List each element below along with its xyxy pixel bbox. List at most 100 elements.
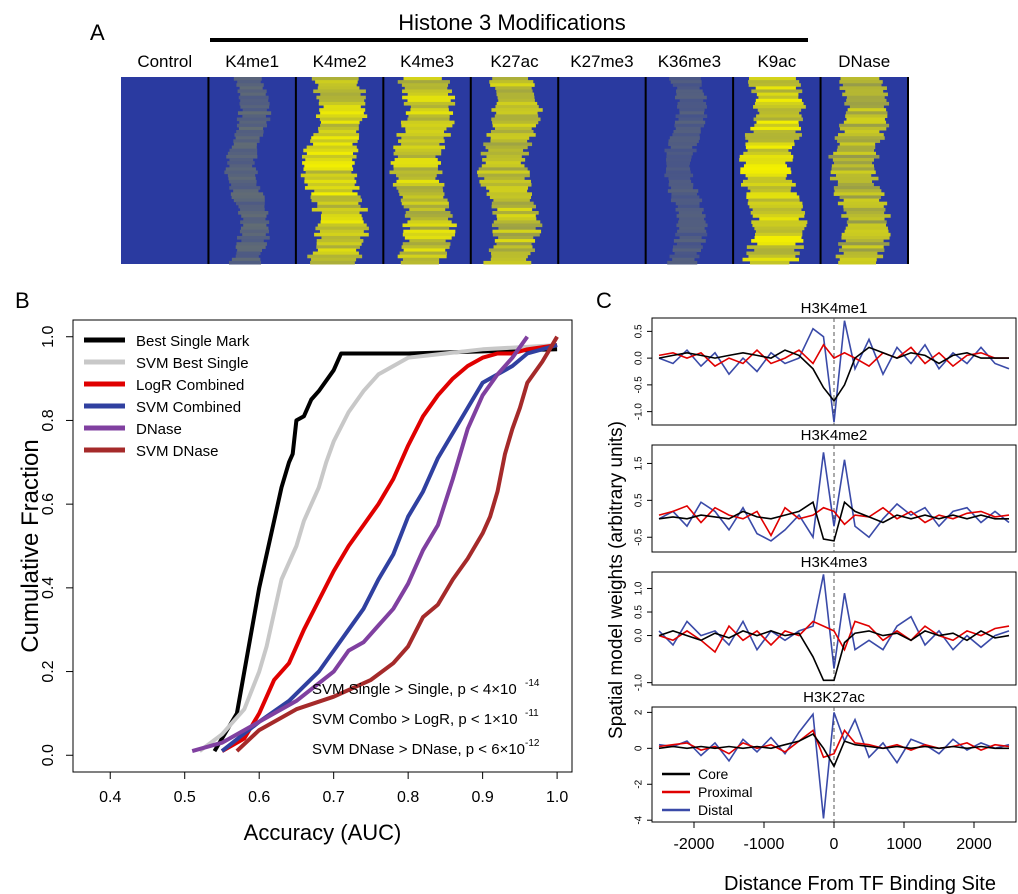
heatmap-band <box>837 201 888 206</box>
series-line-1 <box>658 343 1009 368</box>
heatmap-column <box>645 77 734 265</box>
series-line-3 <box>220 343 558 753</box>
heatmap-band <box>751 89 803 94</box>
heatmap-band <box>400 260 440 265</box>
heatmap-band <box>759 111 800 115</box>
heatmap-band <box>485 145 528 150</box>
heatmap-band <box>237 248 263 253</box>
heatmap-band <box>315 80 358 84</box>
heatmap-band <box>755 232 803 237</box>
heatmap-band <box>401 142 440 147</box>
heatmap-band <box>236 83 264 87</box>
heatmap-band <box>747 201 803 206</box>
y-tick-label: -1.0 <box>634 403 645 421</box>
heatmap-band <box>490 257 527 262</box>
heatmap-band <box>318 129 357 134</box>
heatmap-band <box>401 136 444 140</box>
heatmap-band <box>675 232 708 237</box>
heatmap-band <box>746 245 804 249</box>
heatmap-column <box>121 77 209 264</box>
y-tick-label: 0.0 <box>634 628 645 642</box>
heatmap-band <box>494 239 536 243</box>
y-tick-label: 0.6 <box>40 493 57 515</box>
subplot-2: H3K4me3 -1.0 0.0 0.5 1.0 <box>634 554 1017 692</box>
y-tick-label: 0.5 <box>634 605 645 619</box>
heatmap-band <box>403 204 449 209</box>
subplot-3: H3K27ac -4 -2 0 2 <box>634 689 1017 825</box>
heatmap-band <box>842 92 888 97</box>
y-tick-label: 2 <box>634 709 645 715</box>
heatmap-band <box>240 98 269 103</box>
heatmap-band <box>739 154 794 159</box>
heatmap-band <box>240 207 265 212</box>
heatmap-band <box>748 139 795 143</box>
heatmap-band <box>316 242 362 246</box>
heatmap-band <box>236 201 265 206</box>
heatmap-band <box>306 151 354 156</box>
heatmap-band <box>672 257 695 262</box>
heatmap-band <box>843 251 878 256</box>
heatmap-band <box>496 101 538 106</box>
heatmap-band <box>314 189 353 193</box>
heatmap-band <box>677 229 707 234</box>
heatmap-band <box>669 77 701 81</box>
heatmap-column-labels: Control K4me1 K4me2 K4me3 K27ac K27me3 K36me3 K… <box>137 52 890 71</box>
heatmap-band <box>304 179 357 184</box>
heatmap-band <box>320 217 363 221</box>
heatmap-band <box>674 120 706 125</box>
heatmap-band <box>311 207 368 212</box>
heatmap-band <box>486 133 536 137</box>
heatmap-band <box>321 120 360 125</box>
heatmap-band <box>485 161 521 165</box>
heatmap-band <box>828 154 880 159</box>
heatmap-band <box>666 161 691 165</box>
series-line-0 <box>658 346 1009 403</box>
series-line-2 <box>221 343 558 753</box>
heatmap-column-label: K4me2 <box>313 52 367 71</box>
heatmap-band <box>228 260 262 265</box>
heatmap-band <box>492 120 539 125</box>
heatmap-band <box>745 173 787 178</box>
y-tick-label: 0.5 <box>634 324 645 338</box>
heatmap-band <box>410 108 449 112</box>
heatmap-cell-bg <box>558 77 646 264</box>
subplot-title: H3K4me2 <box>801 427 868 444</box>
heatmap-band <box>837 139 881 143</box>
heatmap-band <box>492 77 529 81</box>
heatmap-band <box>743 151 792 156</box>
heatmap-band <box>310 195 361 200</box>
heatmap-band <box>315 226 369 231</box>
heatmap-band <box>314 232 369 237</box>
heatmap-band <box>846 211 885 215</box>
heatmap-band <box>318 101 366 106</box>
heatmap-band <box>679 111 705 115</box>
heatmap-band <box>838 248 885 253</box>
series-line-5 <box>235 335 559 753</box>
heatmap-band <box>304 186 360 190</box>
heatmap-band <box>833 151 877 156</box>
heatmap-band <box>311 192 358 196</box>
heatmap-band <box>846 98 887 103</box>
heatmap-band <box>305 170 352 175</box>
heatmap-band <box>834 161 873 165</box>
heatmap-band <box>243 217 266 221</box>
heatmap-band <box>237 111 272 115</box>
heatmap-band <box>841 232 891 237</box>
heatmap-band <box>238 126 264 131</box>
heatmap-band <box>665 170 691 175</box>
y-tick-label: 0 <box>634 745 645 751</box>
heatmap-band <box>837 133 884 137</box>
y-tick-label: -1.0 <box>634 674 645 692</box>
heatmap-band <box>838 242 890 246</box>
heatmap-band <box>238 211 269 215</box>
heatmap-band <box>480 151 529 156</box>
heatmap-band <box>670 198 703 203</box>
cdf-plot: 0.4 0.5 0.6 0.7 0.8 0.9 1.0 0.0 0.2 0.4 0.6 0.8 1.0 A… <box>17 319 573 845</box>
heatmap-band <box>320 123 359 128</box>
heatmap-band <box>839 123 890 128</box>
heatmap-band <box>477 173 530 178</box>
y-tick-label: 0.0 <box>634 351 645 365</box>
heatmap-band <box>491 254 528 259</box>
heatmap-band <box>834 189 882 193</box>
heatmap-band <box>395 148 442 153</box>
